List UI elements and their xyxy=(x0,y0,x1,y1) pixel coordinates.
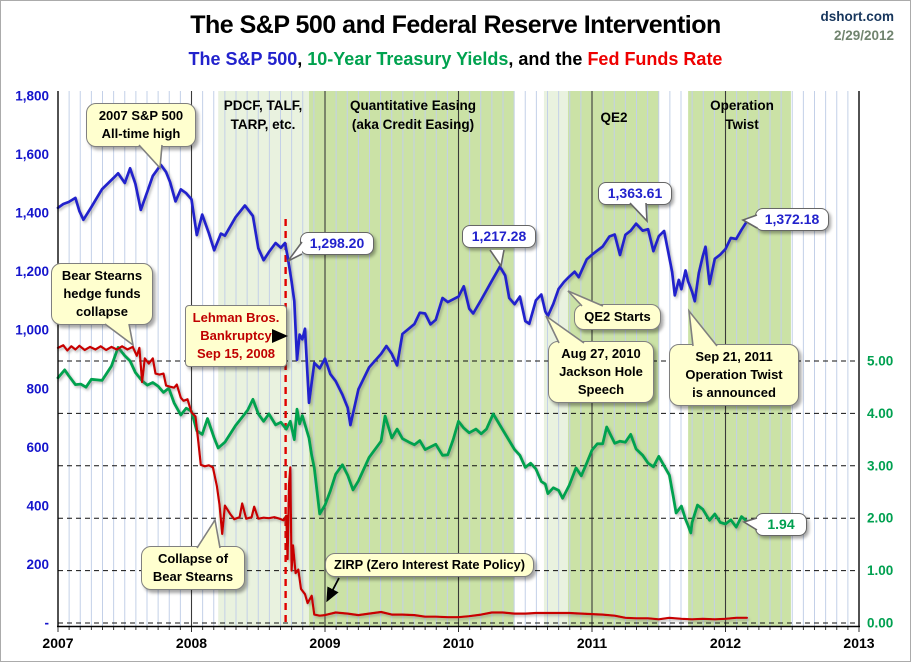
chart-date: 2/29/2012 xyxy=(833,28,894,43)
region-label-qe2: QE2 xyxy=(600,110,628,125)
svg-text:400: 400 xyxy=(26,498,49,513)
callout-qe2-starts: QE2 Starts xyxy=(574,304,661,330)
legend-separator: , xyxy=(297,49,308,69)
legend-sp500: The S&P 500 xyxy=(188,49,298,69)
label-spx-1363-61: 1,363.61 xyxy=(598,182,672,205)
label-spx-1372-18: 1,372.18 xyxy=(755,208,829,231)
svg-text:1,600: 1,600 xyxy=(15,147,49,162)
svg-text:2.00: 2.00 xyxy=(867,511,893,526)
tail-operation-twist-announced xyxy=(687,308,718,347)
svg-text:2008: 2008 xyxy=(176,635,207,651)
svg-text:1.00: 1.00 xyxy=(867,563,893,578)
label-treasury-1-94: 1.94 xyxy=(755,513,807,536)
tail-collapse-bear-stearns xyxy=(196,517,221,549)
svg-text:2009: 2009 xyxy=(309,635,340,651)
tail-bear-stearns-hedge xyxy=(104,323,135,347)
svg-text:600: 600 xyxy=(26,440,49,455)
region-label-pdcf-talf-tarp: PDCF, TALF, TARP, etc. xyxy=(223,98,303,132)
arrow-zirp xyxy=(326,577,340,603)
chart-legend: The S&P 500, 10-Year Treasury Yields, an… xyxy=(1,49,910,70)
svg-text:3.00: 3.00 xyxy=(867,458,893,473)
svg-text:5.00: 5.00 xyxy=(867,354,893,369)
callout-lehman-bankruptcy: Lehman Bros. Bankruptcy Sep 15, 2008 xyxy=(185,305,287,367)
callout-2007-all-time-high: 2007 S&P 500 All-time high xyxy=(86,103,196,147)
callout-zirp: ZIRP (Zero Interest Rate Policy) xyxy=(325,553,535,577)
svg-text:1,400: 1,400 xyxy=(15,206,49,221)
callout-operation-twist-announced: Sep 21, 2011 Operation Twist is announce… xyxy=(669,344,799,406)
legend-separator: , and the xyxy=(508,49,588,69)
svg-text:800: 800 xyxy=(26,381,49,396)
svg-text:2012: 2012 xyxy=(710,635,741,651)
legend-treasury: 10-Year Treasury Yields xyxy=(307,49,509,69)
svg-text:2010: 2010 xyxy=(443,635,474,651)
tail-spx-1363 xyxy=(629,202,648,224)
svg-text:0.00: 0.00 xyxy=(867,616,893,631)
callout-bear-stearns-hedge-funds: Bear Stearns hedge funds collapse xyxy=(51,263,153,325)
callout-jackson-hole: Aug 27, 2010 Jackson Hole Speech xyxy=(548,341,654,403)
region-label-quantitative-easing: Quantitative Easing (aka Credit Easing) xyxy=(349,98,477,132)
tail-spx-1217 xyxy=(489,249,505,269)
svg-text:-: - xyxy=(45,616,50,631)
page-title: The S&P 500 and Federal Reserve Interven… xyxy=(190,11,721,39)
svg-text:1,000: 1,000 xyxy=(15,323,49,338)
svg-text:200: 200 xyxy=(26,557,49,572)
svg-text:2011: 2011 xyxy=(577,635,608,651)
label-spx-1217-28: 1,217.28 xyxy=(462,225,536,248)
label-spx-1298-20: 1,298.20 xyxy=(300,232,374,255)
callout-collapse-bear-stearns: Collapse of Bear Stearns xyxy=(141,546,245,590)
svg-text:4.00: 4.00 xyxy=(867,406,893,421)
svg-text:2013: 2013 xyxy=(843,635,874,651)
svg-text:1,200: 1,200 xyxy=(15,264,49,279)
svg-text:1,800: 1,800 xyxy=(15,89,49,104)
svg-text:2007: 2007 xyxy=(42,635,73,651)
legend-fed-funds: Fed Funds Rate xyxy=(587,49,723,69)
source-credit: dshort.com xyxy=(820,9,894,24)
region-label-operation-twist: Operation Twist xyxy=(710,98,774,132)
tail-all-time-high xyxy=(138,144,163,170)
